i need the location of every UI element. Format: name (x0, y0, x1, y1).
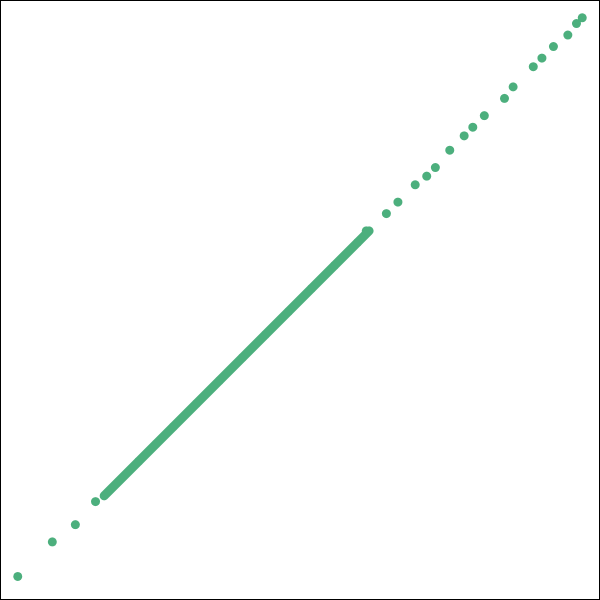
scatter-point (430, 163, 440, 173)
scatter-point (353, 237, 363, 247)
scatter-point (445, 145, 455, 155)
scatter-point (468, 122, 478, 132)
scatter-point (548, 42, 558, 52)
scatter-point (237, 353, 247, 363)
scatter-point (499, 93, 509, 103)
scatter-point (361, 226, 371, 236)
scatter-point (134, 456, 144, 466)
scatter-point (381, 209, 391, 219)
scatter-point (563, 30, 573, 40)
scatter-point (151, 439, 161, 449)
scatter-series (13, 13, 587, 581)
scatter-point (70, 520, 80, 530)
scatter-point (537, 53, 547, 63)
scatter-point (410, 180, 420, 190)
scatter-point (13, 571, 23, 581)
scatter-point (393, 197, 403, 207)
scatter-point (528, 62, 538, 72)
scatter-point (214, 376, 224, 386)
scatter-point (260, 330, 270, 340)
scatter-point (168, 422, 178, 432)
scatter-point (283, 307, 293, 317)
scatter-point (47, 537, 57, 547)
scatter-point (577, 13, 587, 23)
scatter-point (422, 171, 432, 181)
scatter-point (459, 131, 469, 141)
scatter-point (479, 111, 489, 121)
scatter-point (571, 19, 581, 29)
scatter-point (91, 497, 101, 507)
dense-point-cluster-0-0 (99, 226, 374, 501)
scatter-point (508, 82, 518, 92)
scatter-point (307, 283, 317, 293)
scatter-point (330, 260, 340, 270)
scatter-point (191, 399, 201, 409)
